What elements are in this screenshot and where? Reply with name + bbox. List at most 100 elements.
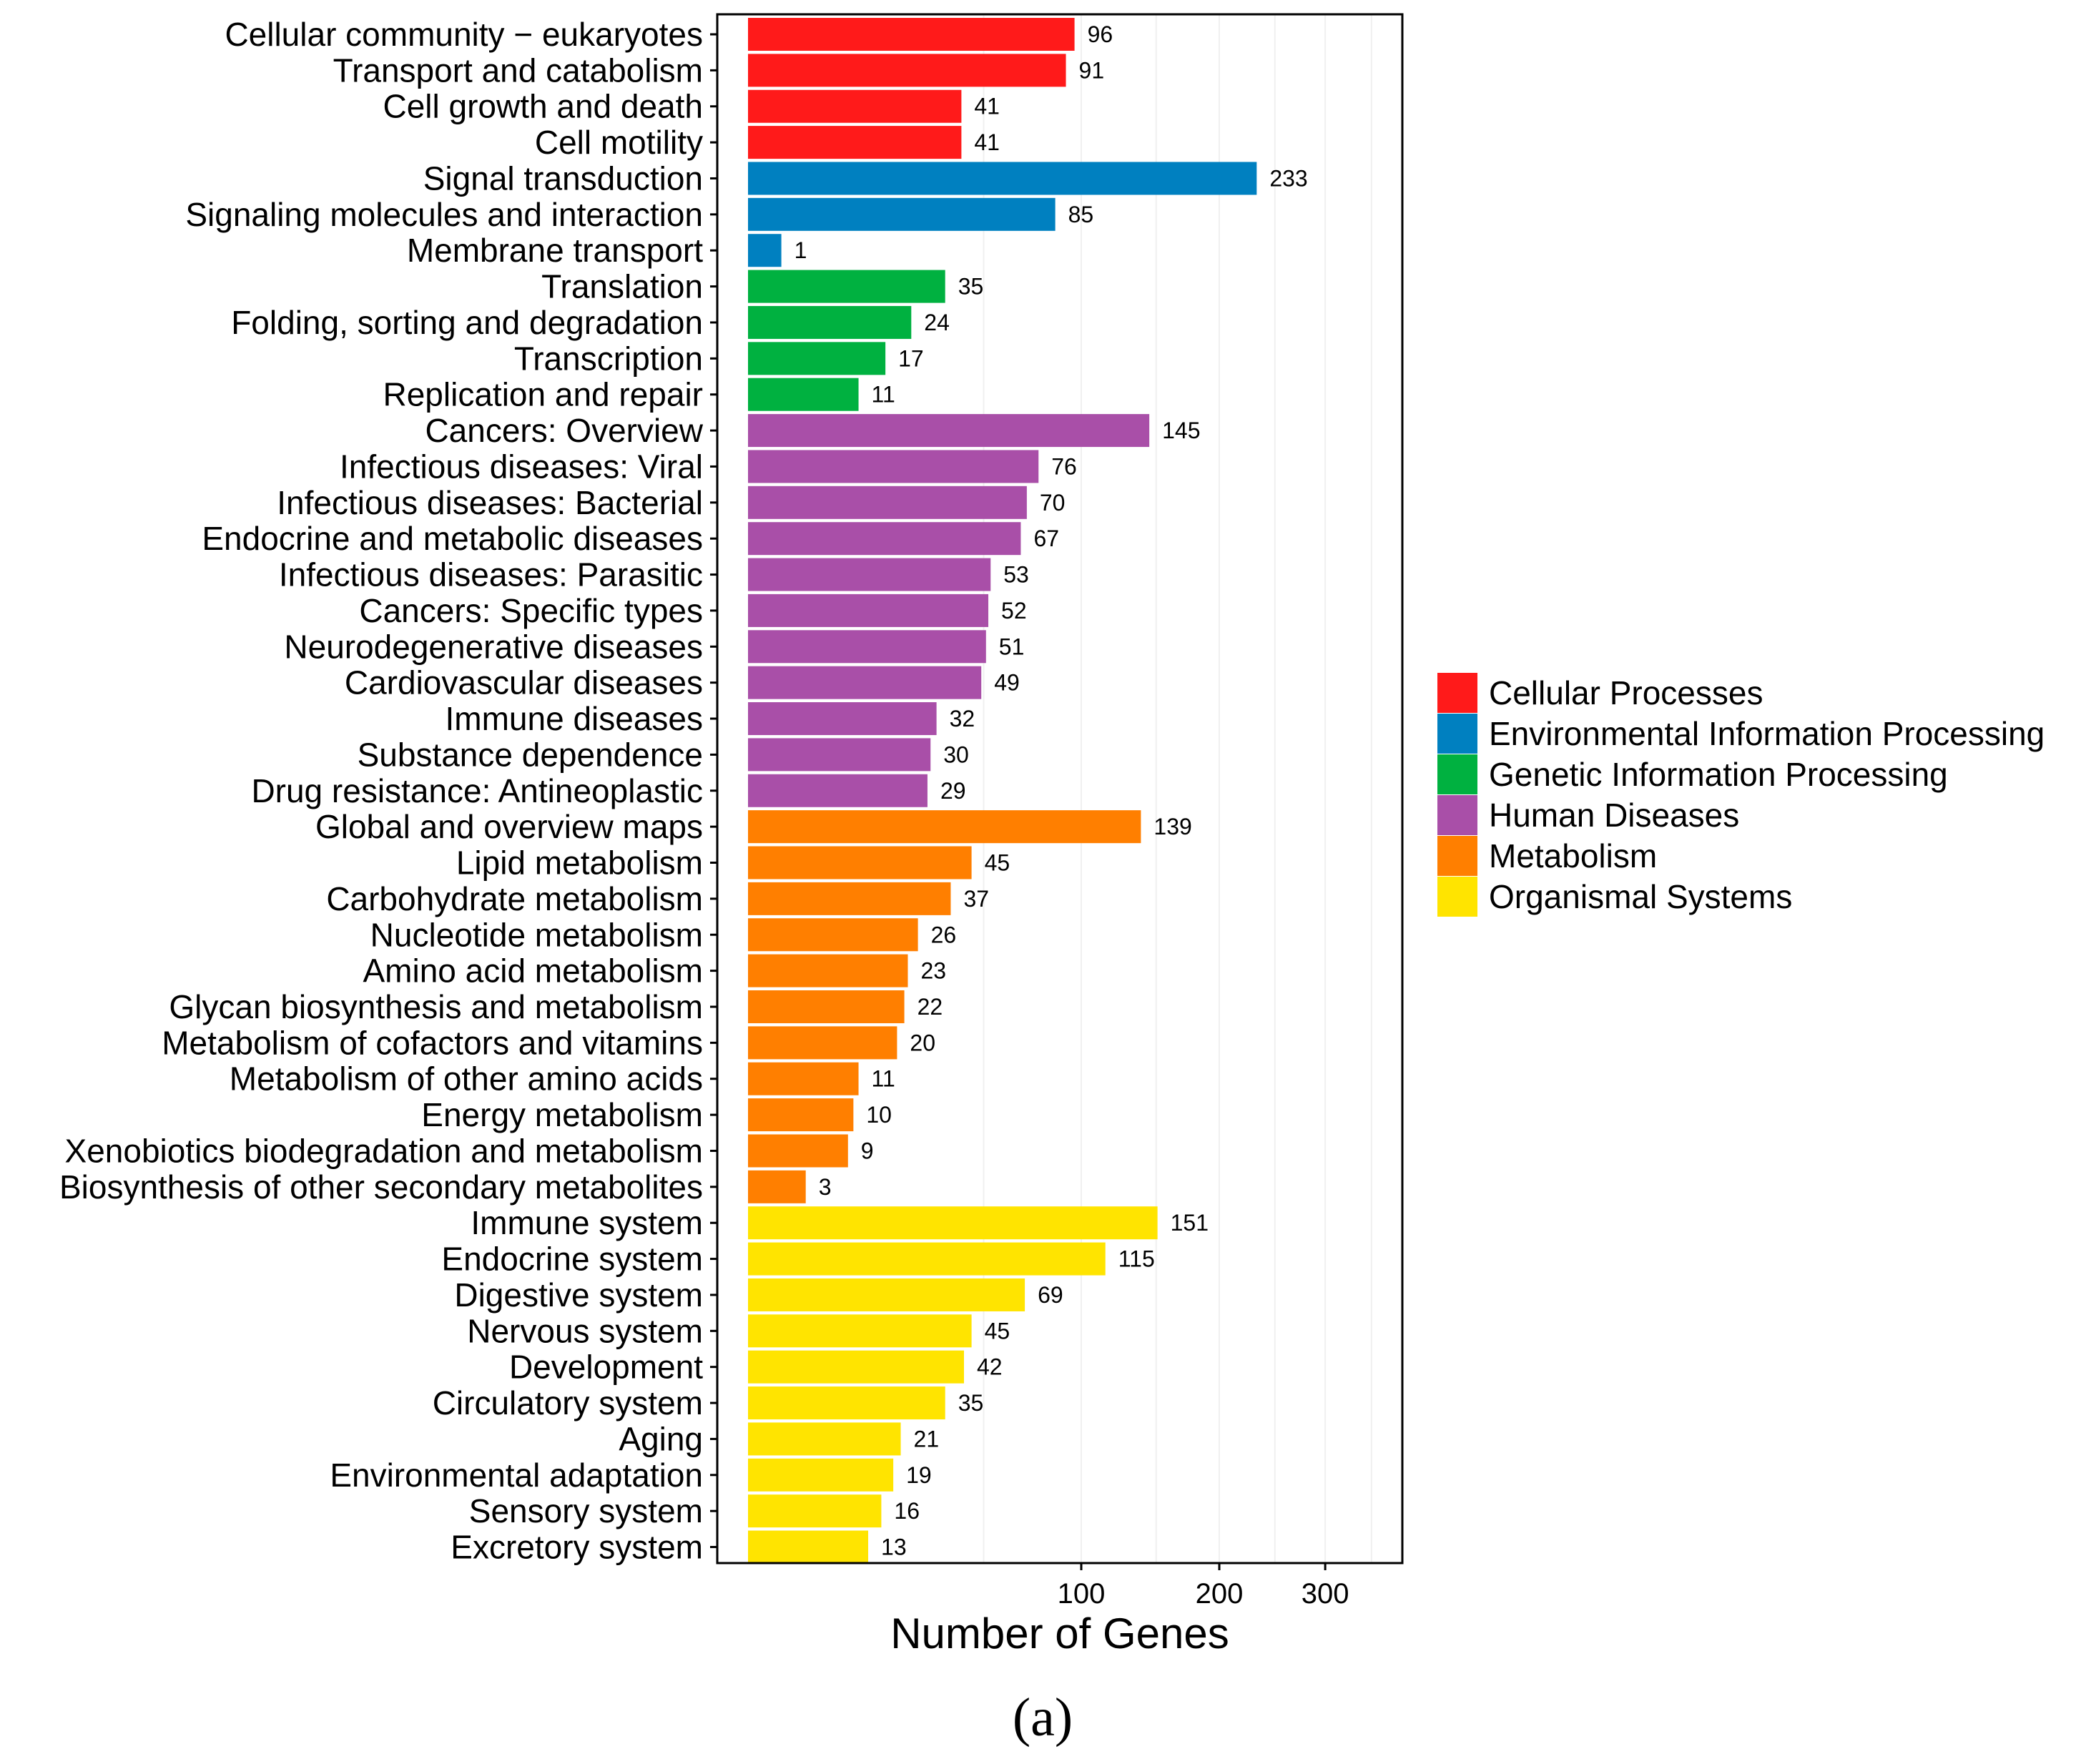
panel-label: (a) (1013, 1687, 1073, 1748)
category-label-13: Infectious diseases: Viral (340, 448, 703, 485)
value-label-43: 13 (881, 1534, 907, 1560)
category-label-16: Infectious diseases: Parasitic (279, 556, 703, 593)
legend-label-6: Organismal Systems (1489, 878, 1792, 915)
legend-swatch-1 (1437, 673, 1477, 713)
bar-17 (748, 593, 989, 627)
category-label-9: Folding, sorting and degradation (231, 304, 703, 341)
bar-29 (748, 1026, 897, 1060)
bar-33 (748, 1170, 806, 1203)
value-label-30: 11 (872, 1066, 895, 1092)
category-label-28: Glycan biosynthesis and metabolism (169, 988, 703, 1025)
bar-37 (748, 1314, 972, 1348)
bar-32 (748, 1134, 848, 1168)
category-label-26: Nucleotide metabolism (370, 916, 703, 953)
bar-27 (748, 954, 908, 987)
value-label-1: 96 (1088, 21, 1113, 47)
legend-label-2: Environmental Information Processing (1489, 715, 2045, 752)
bar-3 (748, 89, 962, 123)
plot-panel-border (716, 13, 1404, 1565)
value-label-4: 41 (974, 129, 1000, 155)
value-label-10: 17 (898, 345, 924, 371)
value-label-11: 11 (872, 382, 895, 408)
category-label-19: Cardiovascular diseases (345, 664, 703, 701)
value-label-15: 67 (1033, 526, 1059, 551)
value-label-33: 3 (819, 1174, 832, 1200)
bar-40 (748, 1422, 901, 1456)
category-label-30: Metabolism of other amino acids (230, 1060, 703, 1098)
category-label-23: Global and overview maps (315, 808, 703, 845)
bar-36 (748, 1278, 1025, 1311)
bar-5 (748, 162, 1257, 195)
category-label-3: Cell growth and death (383, 88, 703, 125)
category-label-39: Circulatory system (433, 1384, 703, 1421)
bar-41 (748, 1458, 894, 1492)
category-label-42: Sensory system (469, 1492, 703, 1529)
bar-7 (748, 234, 782, 267)
category-label-27: Amino acid metabolism (363, 952, 703, 990)
value-label-36: 69 (1038, 1282, 1063, 1308)
value-label-39: 35 (958, 1390, 984, 1416)
category-label-10: Transcription (514, 340, 703, 377)
value-label-12: 145 (1162, 418, 1200, 443)
legend-swatch-5 (1437, 836, 1477, 876)
category-label-38: Development (509, 1349, 703, 1386)
value-label-27: 23 (920, 958, 946, 984)
value-label-21: 30 (943, 741, 969, 767)
category-label-17: Cancers: Specific types (359, 592, 703, 629)
bar-18 (748, 630, 986, 664)
x-tick-label-200: 200 (1196, 1578, 1244, 1610)
bar-4 (748, 126, 962, 159)
bar-1 (748, 18, 1075, 51)
category-label-21: Substance dependence (358, 736, 703, 773)
bar-28 (748, 990, 905, 1023)
value-label-40: 21 (914, 1426, 940, 1452)
category-label-41: Environmental adaptation (330, 1457, 703, 1494)
legend-label-1: Cellular Processes (1489, 674, 1763, 711)
bar-11 (748, 378, 859, 411)
legend-label-3: Genetic Information Processing (1489, 756, 1948, 793)
bar-24 (748, 846, 972, 879)
category-label-12: Cancers: Overview (425, 412, 703, 449)
category-label-33: Biosynthesis of other secondary metaboli… (59, 1168, 703, 1206)
value-layer: 9691414123385135241711145767067535251493… (794, 21, 1308, 1560)
category-label-22: Drug resistance: Antineoplastic (251, 772, 703, 809)
value-label-24: 45 (985, 850, 1010, 876)
bar-35 (748, 1242, 1106, 1276)
value-label-19: 49 (994, 670, 1020, 696)
category-label-34: Immune system (471, 1204, 703, 1241)
category-label-25: Carbohydrate metabolism (326, 880, 703, 917)
value-label-17: 52 (1001, 598, 1027, 624)
category-label-40: Aging (619, 1420, 703, 1457)
bar-31 (748, 1098, 854, 1132)
value-label-28: 22 (917, 994, 943, 1020)
bar-13 (748, 450, 1039, 483)
x-tick-label-100: 100 (1058, 1578, 1106, 1610)
value-label-22: 29 (940, 778, 966, 804)
bar-9 (748, 305, 912, 339)
bar-10 (748, 342, 886, 375)
category-label-8: Translation (541, 268, 703, 305)
category-label-5: Signal transduction (423, 159, 703, 197)
legend-label-5: Metabolism (1489, 837, 1657, 874)
bar-21 (748, 738, 931, 772)
category-label-6: Signaling molecules and interaction (185, 196, 703, 233)
y-axis-ticks (710, 33, 717, 1549)
category-label-7: Membrane transport (407, 232, 703, 269)
legend-label-4: Human Diseases (1489, 797, 1739, 834)
bar-20 (748, 702, 937, 736)
bar-12 (748, 414, 1150, 448)
bar-26 (748, 918, 918, 952)
value-label-18: 51 (999, 634, 1025, 659)
value-label-35: 115 (1118, 1246, 1155, 1272)
category-label-14: Infectious diseases: Bacterial (277, 484, 703, 521)
x-axis-title: Number of Genes (890, 1610, 1229, 1657)
bar-43 (748, 1530, 869, 1564)
category-label-15: Endocrine and metabolic diseases (202, 520, 703, 557)
bar-42 (748, 1494, 882, 1528)
bar-8 (748, 270, 945, 303)
x-tick-label-300: 300 (1302, 1578, 1349, 1610)
y-axis-category-labels: Cellular community − eukaryotesTransport… (59, 16, 704, 1566)
